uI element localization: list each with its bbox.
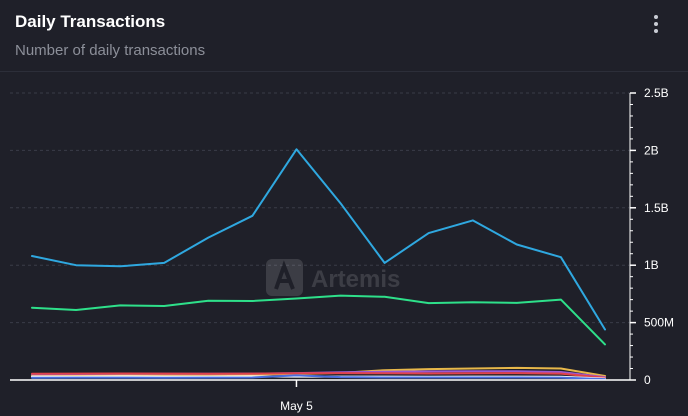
- watermark: Artemis: [266, 259, 400, 296]
- more-options-button[interactable]: [646, 12, 666, 36]
- series-line-2: [31, 294, 606, 346]
- watermark-text: Artemis: [311, 266, 400, 293]
- series-line-5: [31, 372, 606, 379]
- y-tick-label: 1.5B: [644, 201, 669, 215]
- series-line-1: [31, 148, 606, 331]
- y-tick-label: 2B: [644, 143, 659, 157]
- series-line-7: [31, 374, 606, 381]
- y-tick-label: 500M: [644, 316, 674, 330]
- x-tick-label: May 5: [280, 399, 313, 413]
- header-divider: [0, 71, 688, 72]
- artemis-logo-icon: [266, 259, 303, 296]
- y-tick-label: 2.5B: [644, 86, 669, 100]
- y-tick-label: 0: [644, 373, 651, 387]
- chart-title: Daily Transactions: [15, 12, 166, 31]
- y-tick-label: 1B: [644, 258, 659, 272]
- chart-subtitle: Number of daily transactions: [15, 42, 206, 59]
